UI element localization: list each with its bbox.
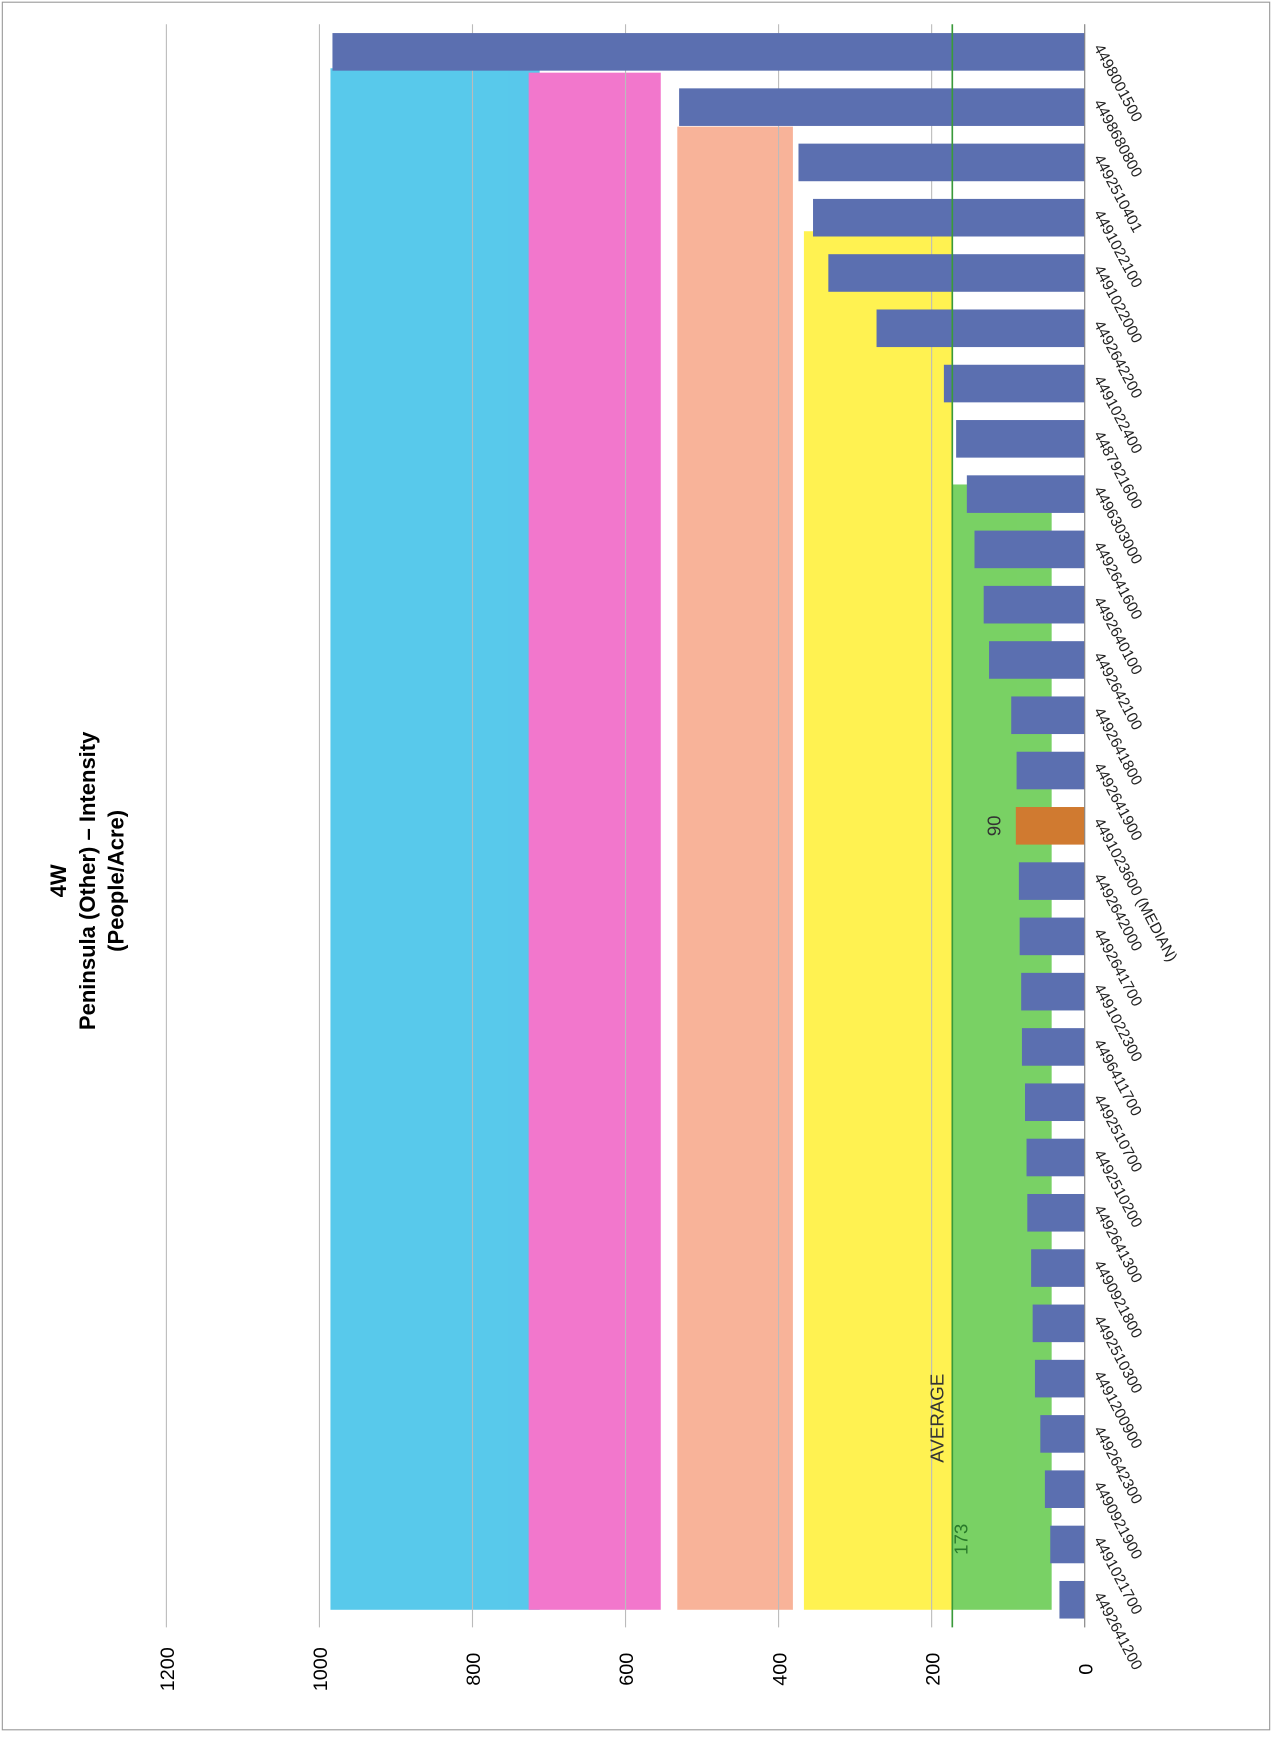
bar [1026,1138,1085,1177]
bar [983,585,1085,624]
bar [1021,1028,1085,1066]
bar [966,475,1085,513]
bar [798,143,1085,182]
y-tick-label: 1200 [157,1647,179,1691]
median-label: 90 [983,815,1004,836]
bar [1059,1580,1085,1619]
bar [1044,1470,1085,1508]
bar [1011,696,1085,735]
bar [1015,807,1085,845]
y-tick-label: 400 [769,1653,791,1686]
bar [1040,1415,1085,1453]
band-pink [528,72,661,1610]
bar [813,198,1085,237]
average-value-label: 173 [951,1524,972,1555]
bar [1021,972,1085,1011]
chart-subtitle: Peninsula (Other) – Intensity [75,731,100,1030]
y-tick-label: 600 [616,1653,638,1686]
bar [956,420,1085,458]
band-yellow [803,231,953,1610]
bar [974,530,1085,569]
bar [1050,1525,1085,1564]
bar [1034,1359,1085,1398]
y-tick-label: 0 [1075,1664,1097,1675]
bar [1027,1193,1085,1232]
bar [1025,1083,1085,1122]
chart-title: 4W [46,864,71,897]
bar [1031,1249,1085,1287]
unit-label: (People/Acre) [103,810,128,952]
bar [989,641,1085,679]
bar [1019,917,1085,956]
bar [332,33,1085,71]
bar [876,309,1085,348]
y-tick-label: 200 [922,1653,944,1686]
band-salmon [677,126,793,1610]
bar [679,88,1085,126]
bar [1032,1304,1085,1343]
y-tick-label: 800 [463,1653,485,1686]
average-label: AVERAGE [926,1374,947,1463]
highlighter-bands [330,68,1052,1610]
bar [943,364,1085,403]
bar [1016,751,1085,790]
bar [828,254,1085,292]
y-tick-label: 1000 [310,1647,332,1691]
bar [1018,862,1085,900]
band-cyan [330,68,540,1610]
